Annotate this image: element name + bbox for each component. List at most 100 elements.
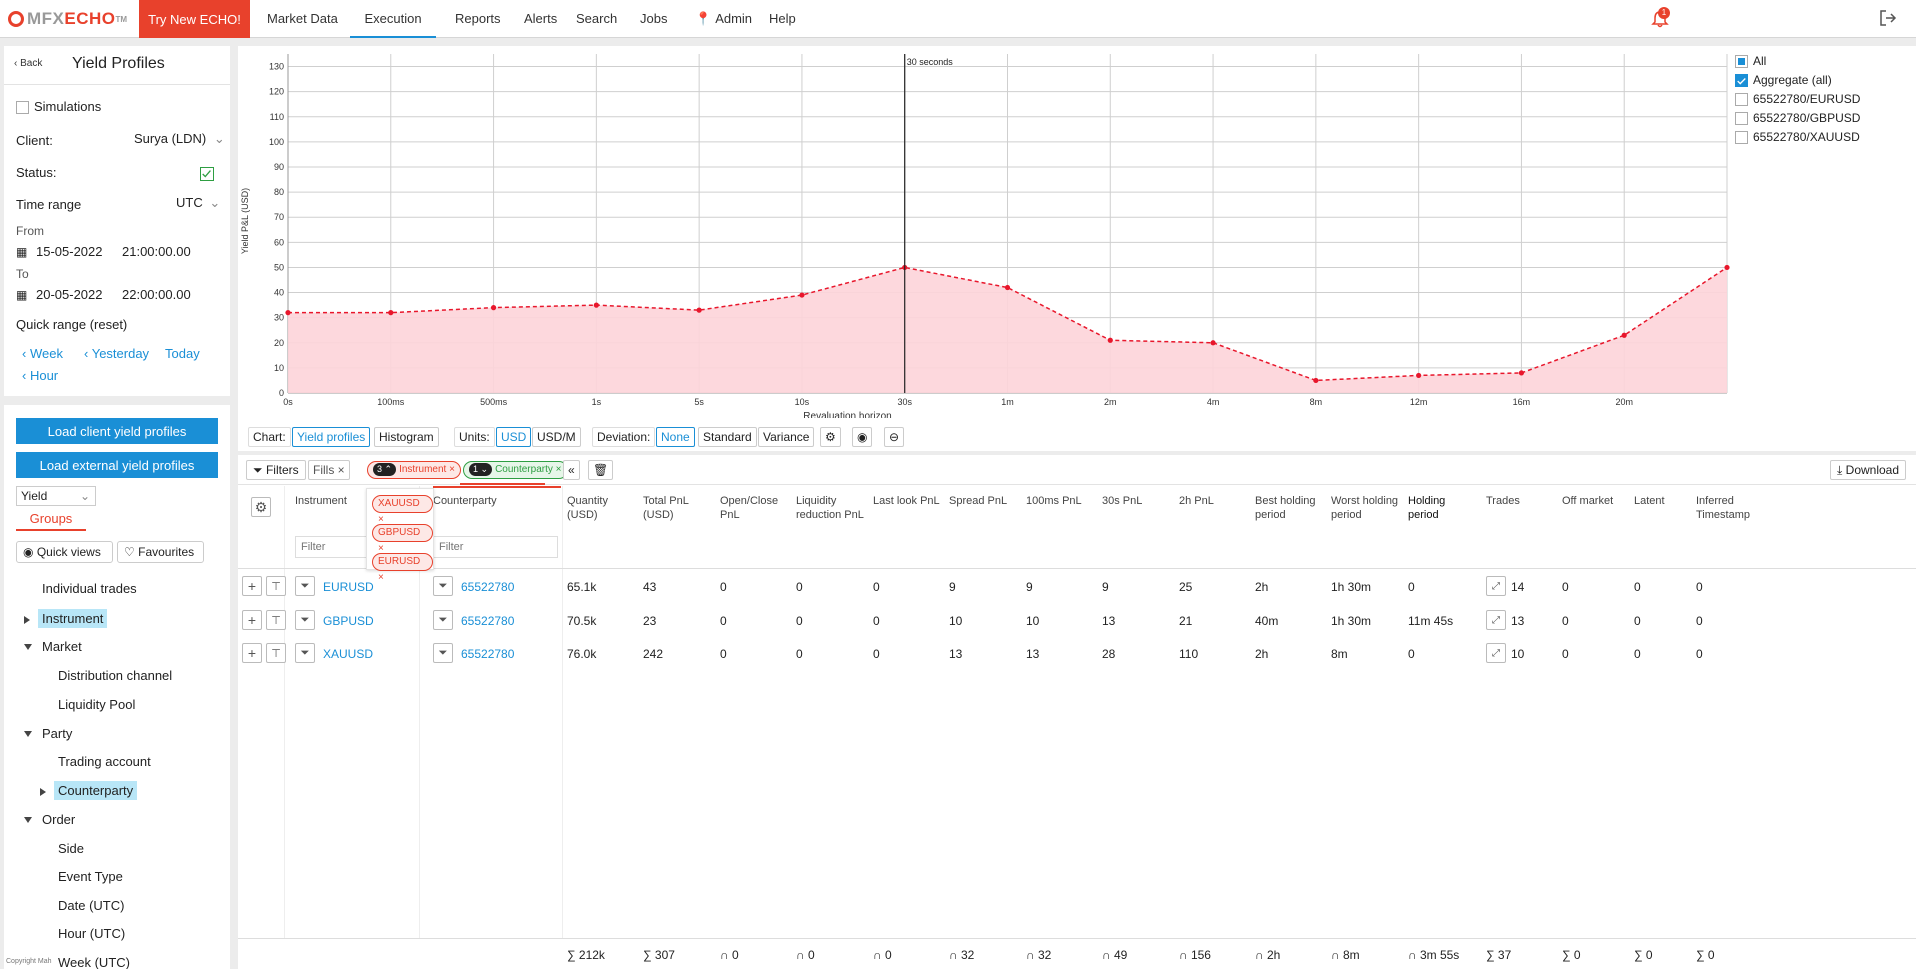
drilldown-icon[interactable]: ⊤: [266, 643, 286, 663]
timezone-select[interactable]: UTC ⌄: [176, 195, 220, 211]
counterparty-filter-input[interactable]: [433, 536, 558, 558]
close-icon[interactable]: ×: [378, 572, 384, 583]
chart-type-option[interactable]: Histogram: [374, 427, 439, 447]
try-new-echo-button[interactable]: Try New ECHO!: [139, 0, 250, 38]
instrument-filter-funnel-icon[interactable]: ⏷: [295, 643, 315, 663]
nav-item-reports[interactable]: Reports: [455, 0, 501, 38]
column-header[interactable]: Latent: [1634, 495, 1665, 507]
caret-down-icon[interactable]: [24, 731, 32, 737]
quick-range-yesterday[interactable]: ‹ Yesterday: [84, 346, 150, 361]
column-header[interactable]: Total PnL (USD): [643, 495, 689, 521]
tree-item-distribution-channel[interactable]: Distribution channel: [4, 666, 230, 686]
tree-item-order[interactable]: Order: [4, 810, 230, 830]
from-datetime-field[interactable]: ▦ 15-05-2022 21:00:00.00: [16, 244, 216, 262]
table-cell[interactable]: GBPUSD: [323, 614, 374, 628]
chart-visibility-eye-icon[interactable]: ◉: [852, 427, 873, 447]
counterparty-filter-funnel-icon[interactable]: ⏷: [433, 576, 453, 596]
tree-item-trading-account[interactable]: Trading account: [4, 752, 230, 772]
load-external-yield-profiles-button[interactable]: Load external yield profiles: [16, 452, 218, 478]
column-header[interactable]: Instrument: [295, 495, 347, 507]
column-header[interactable]: Counterparty: [433, 495, 497, 507]
caret-down-icon[interactable]: [24, 644, 32, 650]
expand-row-plus-icon[interactable]: +: [242, 643, 262, 663]
column-header[interactable]: 100ms PnL: [1026, 495, 1082, 507]
legend-item[interactable]: 65522780/GBPUSD: [1735, 111, 1905, 127]
nav-item-market-data[interactable]: Market Data: [267, 0, 338, 38]
table-cell[interactable]: EURUSD: [323, 580, 374, 594]
deviation-option[interactable]: None: [656, 427, 695, 447]
trades-expand-icon[interactable]: ⤢: [1486, 576, 1506, 596]
deviation-option[interactable]: Variance: [758, 427, 815, 447]
column-header[interactable]: Holding period: [1408, 495, 1446, 521]
tab-groups[interactable]: Groups: [16, 509, 86, 531]
client-select[interactable]: Surya (LDN) ⌄: [134, 131, 225, 147]
zoom-out-icon[interactable]: ⊖: [884, 427, 905, 447]
tree-item-market[interactable]: Market: [4, 637, 230, 657]
quick-range-week[interactable]: ‹ Week: [22, 346, 63, 361]
caret-down-icon[interactable]: [24, 817, 32, 823]
column-header[interactable]: Trades: [1486, 495, 1520, 507]
column-header[interactable]: 30s PnL: [1102, 495, 1143, 507]
mfx-echo-logo[interactable]: MFX ECHO TM: [8, 8, 127, 30]
close-icon[interactable]: ×: [378, 543, 384, 554]
legend-item[interactable]: All: [1735, 54, 1905, 70]
instrument-filter-tag[interactable]: 3 ⌃ Instrument ×: [367, 461, 461, 479]
column-header[interactable]: Best holding period: [1255, 495, 1316, 521]
chart-type-option[interactable]: Yield profiles: [292, 427, 371, 447]
collapse-filters-button[interactable]: «: [563, 460, 580, 480]
logout-icon[interactable]: [1879, 9, 1897, 27]
legend-checkbox[interactable]: [1735, 131, 1748, 144]
tree-item-event-type[interactable]: Event Type: [4, 867, 230, 887]
table-settings-gear-icon[interactable]: ⚙: [251, 497, 271, 517]
quick-range-today[interactable]: Today: [165, 346, 200, 361]
deviation-option[interactable]: Standard: [698, 427, 757, 447]
filters-button[interactable]: ⏷ Filters: [246, 460, 306, 480]
table-cell[interactable]: XAUUSD: [323, 647, 374, 661]
nav-item-alerts[interactable]: Alerts: [524, 0, 557, 38]
caret-right-icon[interactable]: [24, 616, 30, 624]
legend-checkbox[interactable]: [1735, 55, 1748, 68]
caret-right-icon[interactable]: [40, 788, 46, 796]
nav-item-execution[interactable]: Execution: [350, 0, 436, 38]
clear-filters-button[interactable]: 🗑: [588, 460, 614, 480]
tree-item-date-utc[interactable]: Date (UTC): [4, 896, 230, 916]
column-header[interactable]: Spread PnL: [949, 495, 1008, 507]
fills-chip[interactable]: Fills ×: [308, 460, 350, 480]
trades-expand-icon[interactable]: ⤢: [1486, 610, 1506, 630]
counterparty-filter-tag[interactable]: 1 ⌄ Counterparty ×: [463, 461, 568, 479]
quick-views-button[interactable]: ◉ Quick views: [16, 541, 113, 563]
tree-item-hour-utc[interactable]: Hour (UTC): [4, 924, 230, 944]
tree-item-liquidity-pool[interactable]: Liquidity Pool: [4, 695, 230, 715]
counterparty-filter-funnel-icon[interactable]: ⏷: [433, 610, 453, 630]
load-client-yield-profiles-button[interactable]: Load client yield profiles: [16, 418, 218, 444]
expand-row-plus-icon[interactable]: +: [242, 610, 262, 630]
tree-item-counterparty[interactable]: Counterparty: [4, 781, 230, 801]
tree-item-side[interactable]: Side: [4, 839, 230, 859]
back-link[interactable]: ‹ Back: [14, 58, 42, 69]
tree-item-instrument[interactable]: Instrument: [4, 609, 230, 629]
close-icon[interactable]: ×: [555, 464, 562, 475]
tree-item-individual-trades[interactable]: Individual trades: [4, 579, 230, 599]
simulations-checkbox[interactable]: [16, 101, 29, 114]
column-header[interactable]: Off market: [1562, 495, 1614, 507]
mode-select[interactable]: Yield ⌄: [16, 486, 96, 506]
column-header[interactable]: Worst holding period: [1331, 495, 1399, 521]
status-checkbox[interactable]: [200, 167, 214, 181]
units-option[interactable]: USD: [496, 427, 532, 447]
column-header[interactable]: Liquidity reduction PnL: [796, 495, 864, 521]
drilldown-icon[interactable]: ⊤: [266, 576, 286, 596]
instrument-value-tag-xauusd[interactable]: XAUUSD ×: [372, 495, 433, 525]
chart-settings-gear-icon[interactable]: ⚙: [820, 427, 841, 447]
nav-item-admin[interactable]: 📍 Admin: [695, 0, 752, 38]
nav-item-help[interactable]: Help: [769, 0, 796, 38]
table-cell[interactable]: 65522780: [461, 580, 515, 594]
legend-checkbox[interactable]: [1735, 93, 1748, 106]
to-datetime-field[interactable]: ▦ 20-05-2022 22:00:00.00: [16, 287, 216, 305]
column-header[interactable]: 2h PnL: [1179, 495, 1214, 507]
instrument-value-tag-gbpusd[interactable]: GBPUSD ×: [372, 524, 433, 554]
download-button[interactable]: ⤓ Download: [1830, 460, 1907, 480]
close-icon[interactable]: ×: [337, 463, 345, 477]
instrument-filter-funnel-icon[interactable]: ⏷: [295, 610, 315, 630]
units-option[interactable]: USD/M: [532, 427, 581, 447]
close-icon[interactable]: ×: [378, 514, 384, 525]
